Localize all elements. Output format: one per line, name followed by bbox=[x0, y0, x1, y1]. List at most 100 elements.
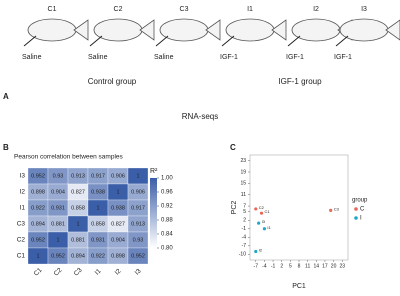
point-label: I2 bbox=[259, 248, 263, 253]
x-tick-label: 17 bbox=[322, 263, 328, 269]
point bbox=[257, 221, 261, 225]
cell-label: 0.913 bbox=[131, 221, 145, 227]
cell-label: 0.952 bbox=[131, 253, 145, 259]
y-tick-label: 11 bbox=[241, 192, 246, 198]
x-tick-label: 2 bbox=[280, 263, 283, 269]
point-label: C1 bbox=[265, 209, 271, 214]
caption: RNA-seqs bbox=[182, 112, 218, 121]
group-label: IGF-1 group bbox=[278, 77, 322, 86]
point-label: I3 bbox=[262, 219, 266, 224]
cell-label: 0.904 bbox=[51, 189, 65, 195]
group-label: Control group bbox=[88, 77, 137, 86]
panel-letter: B bbox=[3, 143, 9, 152]
cell-label: 1 bbox=[96, 205, 99, 211]
column-label: I3 bbox=[134, 267, 143, 276]
x-tick-label: 23 bbox=[339, 263, 345, 269]
cell-label: 1 bbox=[136, 173, 139, 179]
cell-label: 0.952 bbox=[31, 173, 45, 179]
row-label: C1 bbox=[17, 253, 26, 260]
x-tick-label: -4 bbox=[262, 263, 267, 269]
column-label: I1 bbox=[94, 267, 103, 276]
cell-label: 0.952 bbox=[31, 237, 45, 243]
colorbar-tick-label: 0.96 bbox=[161, 190, 173, 196]
x-tick-label: 8 bbox=[298, 263, 301, 269]
cell-label: 1 bbox=[116, 189, 119, 195]
cell-label: 0.931 bbox=[51, 205, 65, 211]
x-tick-label: 20 bbox=[331, 263, 337, 269]
cell-label: 0.922 bbox=[31, 205, 45, 211]
point bbox=[329, 208, 333, 212]
cell-label: 0.858 bbox=[91, 221, 105, 227]
colorbar-tick-label: 0.92 bbox=[161, 204, 173, 210]
legend-swatch bbox=[354, 207, 358, 211]
column-label: I2 bbox=[114, 267, 123, 276]
y-tick-label: 2 bbox=[243, 218, 246, 224]
cell-label: 0.922 bbox=[91, 253, 105, 259]
cell-label: 0.931 bbox=[91, 237, 105, 243]
y-tick-label: 7 bbox=[243, 203, 246, 209]
legend-swatch bbox=[354, 216, 358, 220]
cell-label: 0.913 bbox=[71, 173, 85, 179]
cell-label: 0.917 bbox=[91, 173, 105, 179]
cell-label: 0.881 bbox=[71, 237, 85, 243]
cell-label: 0.93 bbox=[53, 173, 64, 179]
treatment-label: IGF-1 bbox=[220, 54, 238, 61]
chart-title: Pearson correlation between samples bbox=[14, 154, 124, 161]
colorbar-tick-label: 1.00 bbox=[161, 176, 173, 182]
cell-label: 0.894 bbox=[71, 253, 85, 259]
cell-label: 0.938 bbox=[111, 205, 125, 211]
panel-letter: A bbox=[3, 92, 9, 101]
cell-label: 1 bbox=[76, 221, 79, 227]
y-tick-label: -1 bbox=[242, 226, 247, 232]
legend-label: C bbox=[360, 207, 365, 213]
cell-label: 0.906 bbox=[111, 173, 125, 179]
x-tick-label: -7 bbox=[254, 263, 259, 269]
sample-label: C3 bbox=[180, 6, 189, 13]
cell-label: 0.894 bbox=[31, 221, 45, 227]
sample-label: I2 bbox=[313, 6, 319, 13]
cell-label: 0.898 bbox=[31, 189, 45, 195]
cell-label: 0.904 bbox=[111, 237, 125, 243]
panel-letter: C bbox=[230, 143, 236, 152]
cell-label: 0.881 bbox=[51, 221, 65, 227]
column-label: C2 bbox=[53, 266, 64, 277]
cell-label: 0.952 bbox=[51, 253, 65, 259]
row-label: I2 bbox=[20, 189, 26, 196]
row-label: I3 bbox=[20, 173, 26, 180]
treatment-label: IGF-1 bbox=[286, 54, 304, 61]
row-label: I1 bbox=[20, 205, 26, 212]
y-tick-label: 23 bbox=[240, 158, 246, 164]
colorbar-tick-label: 0.80 bbox=[161, 246, 173, 252]
sample-label: C1 bbox=[48, 6, 57, 13]
point-label: C3 bbox=[334, 206, 340, 211]
point bbox=[262, 227, 267, 231]
cell-label: 0.827 bbox=[111, 221, 125, 227]
x-tick-label: 11 bbox=[305, 263, 310, 269]
y-tick-label: -10 bbox=[239, 252, 246, 258]
point bbox=[259, 211, 264, 215]
y-axis-label: PC2 bbox=[231, 201, 238, 215]
column-label: C3 bbox=[73, 266, 84, 277]
cell-label: 0.906 bbox=[131, 189, 145, 195]
cell-label: 0.917 bbox=[131, 205, 145, 211]
sample-label: I1 bbox=[247, 6, 253, 13]
treatment-label: Saline bbox=[22, 54, 42, 61]
cell-label: 0.827 bbox=[71, 189, 85, 195]
treatment-label: Saline bbox=[154, 54, 174, 61]
y-tick-label: 5 bbox=[243, 209, 246, 215]
point-label: I1 bbox=[267, 225, 271, 230]
column-label: C1 bbox=[33, 266, 44, 277]
colorbar bbox=[150, 178, 157, 248]
treatment-label: Saline bbox=[88, 54, 108, 61]
row-label: C2 bbox=[17, 237, 26, 244]
cell-label: 0.898 bbox=[111, 253, 125, 259]
point bbox=[254, 249, 258, 254]
row-label: C3 bbox=[17, 221, 26, 228]
y-tick-label: -4 bbox=[242, 235, 247, 241]
cell-label: 0.938 bbox=[91, 189, 105, 195]
y-tick-label: 19 bbox=[240, 169, 246, 175]
x-axis-label: PC1 bbox=[292, 283, 306, 290]
cell-label: 1 bbox=[36, 253, 39, 259]
cell-label: 0.93 bbox=[133, 237, 144, 243]
